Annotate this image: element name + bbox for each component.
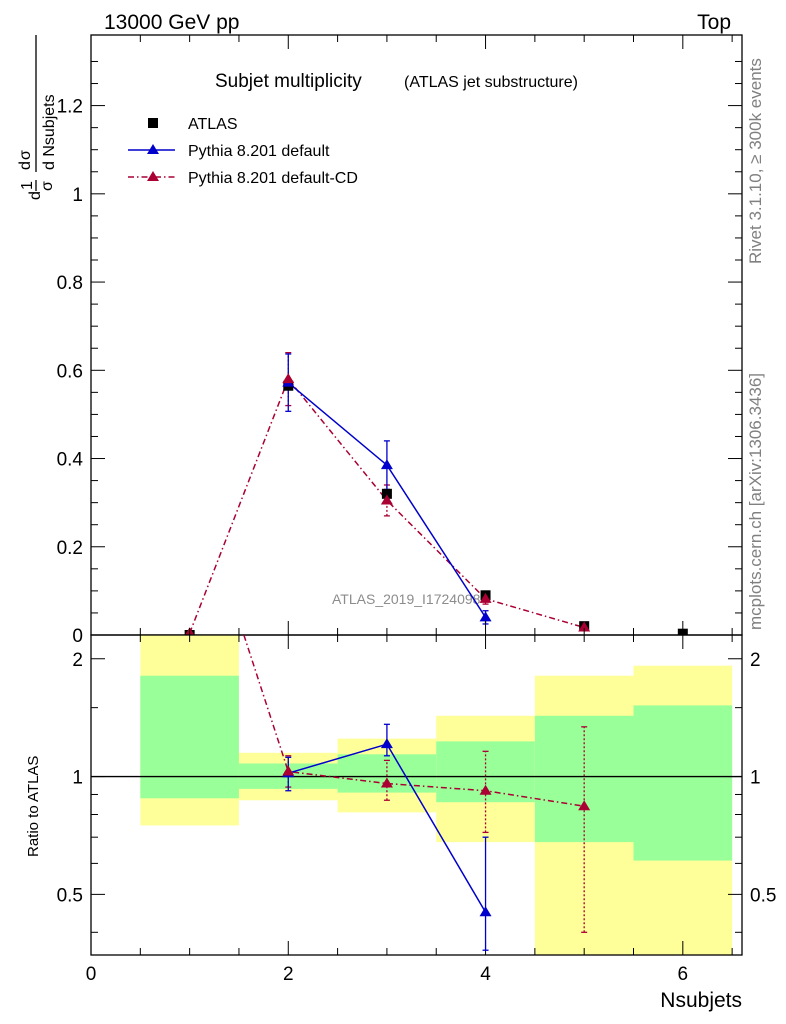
- svg-text:σ: σ: [17, 150, 34, 160]
- ratio-ytick-label-right: 0.5: [750, 885, 776, 906]
- svg-text:d: d: [17, 161, 34, 170]
- chart-subtitle: (ATLAS jet substructure): [404, 74, 578, 91]
- legend-label-default: Pythia 8.201 default: [188, 143, 330, 160]
- default-point-1: [380, 459, 393, 470]
- band-green-0: [140, 675, 239, 799]
- xlabel: Nsubjets: [660, 989, 742, 1012]
- main-ylabel: d 1 σ d σ d Nsubjets: [17, 35, 58, 200]
- main-ytick-label: 0: [72, 626, 83, 647]
- main-ytick-label: 1.2: [57, 97, 83, 118]
- ratio-cd-point-2: [380, 777, 393, 788]
- ratio-ytick-label-right: 1: [750, 768, 761, 789]
- legend: ATLAS Pythia 8.201 default Pythia 8.201 …: [128, 116, 358, 187]
- xtick-label: 6: [678, 964, 689, 985]
- legend-label-atlas: ATLAS: [188, 116, 238, 133]
- legend-marker-default: [147, 144, 159, 154]
- ratio-ytick-label-left: 1: [72, 768, 83, 789]
- ratio-default-point-1: [380, 738, 393, 749]
- ratio-cd-point-3: [479, 784, 492, 795]
- default-point-2: [479, 611, 492, 622]
- chart-title: Subjet multiplicity: [215, 71, 362, 92]
- legend-label-cd: Pythia 8.201 default-CD: [188, 170, 358, 187]
- ratio-ytick-label-left: 0.5: [57, 885, 83, 906]
- side-mcplots-label: mcplots.cern.ch [arXiv:1306.3436]: [746, 373, 765, 630]
- ratio-cd-point-1: [282, 765, 295, 776]
- band-green-5: [633, 705, 733, 861]
- ratio-plot-area: [243, 635, 591, 951]
- cd-point-3: [479, 592, 492, 603]
- svg-text:1: 1: [19, 181, 36, 190]
- header-energy-label: 13000 GeV pp: [104, 11, 239, 34]
- cd-point-4: [578, 621, 591, 632]
- legend-marker-cd: [147, 171, 159, 181]
- legend-marker-atlas: [148, 118, 158, 128]
- header-process-label: Top: [697, 11, 731, 34]
- ratio-frame: [90, 634, 743, 956]
- xtick-label: 4: [480, 964, 491, 985]
- side-rivet-label: Rivet 3.1.10, ≥ 300k events: [746, 58, 765, 264]
- xtick-label: 2: [283, 964, 294, 985]
- main-ytick-label: 1: [72, 185, 83, 206]
- xtick-label: 0: [86, 964, 97, 985]
- svg-text:d: d: [27, 191, 44, 200]
- main-ytick-label: 0.2: [57, 538, 83, 559]
- atlas-point-2: [381, 488, 392, 499]
- ratio-cd-point-4: [578, 800, 591, 811]
- ratio-ylabel: Ratio to ATLAS: [25, 756, 42, 857]
- ratio-ytick-label-left: 2: [72, 650, 83, 671]
- main-ytick-label: 0.6: [57, 361, 83, 382]
- svg-text:σ: σ: [39, 181, 56, 191]
- ratio-default-point-2: [479, 906, 492, 917]
- svg-text:d Nsubjets: d Nsubjets: [41, 94, 58, 170]
- cd-point-1: [282, 373, 295, 384]
- main-ytick-label: 0.8: [57, 273, 83, 294]
- watermark-label: ATLAS_2019_I1724098: [332, 591, 481, 607]
- ratio-ytick-label-right: 2: [750, 650, 761, 671]
- main-plot-area: [184, 351, 688, 635]
- cd-point-2: [380, 494, 393, 505]
- main-ytick-label: 0.4: [57, 450, 84, 471]
- ratio-cd-line: [243, 635, 585, 807]
